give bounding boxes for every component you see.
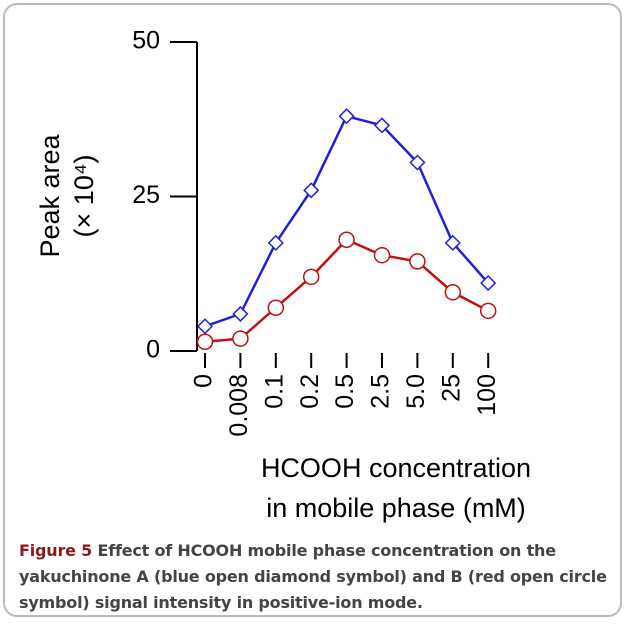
y-tick-label: 50 bbox=[132, 27, 160, 55]
marker bbox=[196, 333, 214, 350]
marker bbox=[302, 268, 320, 286]
x-axis-label: in mobile phase (mM) bbox=[266, 493, 526, 523]
y-tick-label: 25 bbox=[132, 181, 160, 209]
marker bbox=[479, 302, 497, 320]
marker bbox=[338, 231, 355, 249]
caption-label: Figure 5 bbox=[19, 541, 93, 560]
x-tick-label: 5.0 bbox=[402, 374, 430, 409]
x-tick-label: 2.5 bbox=[367, 374, 395, 409]
marker bbox=[267, 299, 285, 316]
marker bbox=[409, 154, 426, 171]
marker bbox=[338, 108, 355, 125]
y-axis-label: Peak area bbox=[35, 133, 65, 257]
x-tick-label: 25 bbox=[437, 374, 465, 402]
figure-frame bbox=[3, 3, 622, 617]
x-tick-label: 0.1 bbox=[260, 374, 288, 409]
marker bbox=[480, 274, 497, 292]
marker bbox=[373, 246, 391, 264]
x-axis-label: HCOOH concentration bbox=[261, 453, 531, 483]
marker bbox=[196, 318, 214, 335]
x-tick-label: 100 bbox=[473, 374, 501, 416]
x-tick-label: 0.5 bbox=[331, 374, 359, 409]
x-tick-label: 0.008 bbox=[225, 374, 253, 437]
x-tick-label: 0.2 bbox=[296, 374, 324, 409]
marker bbox=[409, 253, 426, 270]
marker bbox=[444, 284, 462, 301]
x-tick-label: 0 bbox=[190, 374, 218, 388]
marker bbox=[444, 234, 461, 251]
marker bbox=[267, 234, 284, 251]
y-tick-label: 0 bbox=[146, 336, 160, 364]
y-axis-label: (× 10⁴) bbox=[69, 155, 99, 238]
marker bbox=[373, 117, 391, 134]
marker bbox=[303, 182, 320, 199]
caption: Figure 5 Effect of HCOOH mobile phase co… bbox=[19, 538, 609, 616]
caption-text: Effect of HCOOH mobile phase concentrati… bbox=[19, 541, 607, 612]
marker bbox=[232, 305, 249, 322]
marker bbox=[232, 330, 249, 347]
